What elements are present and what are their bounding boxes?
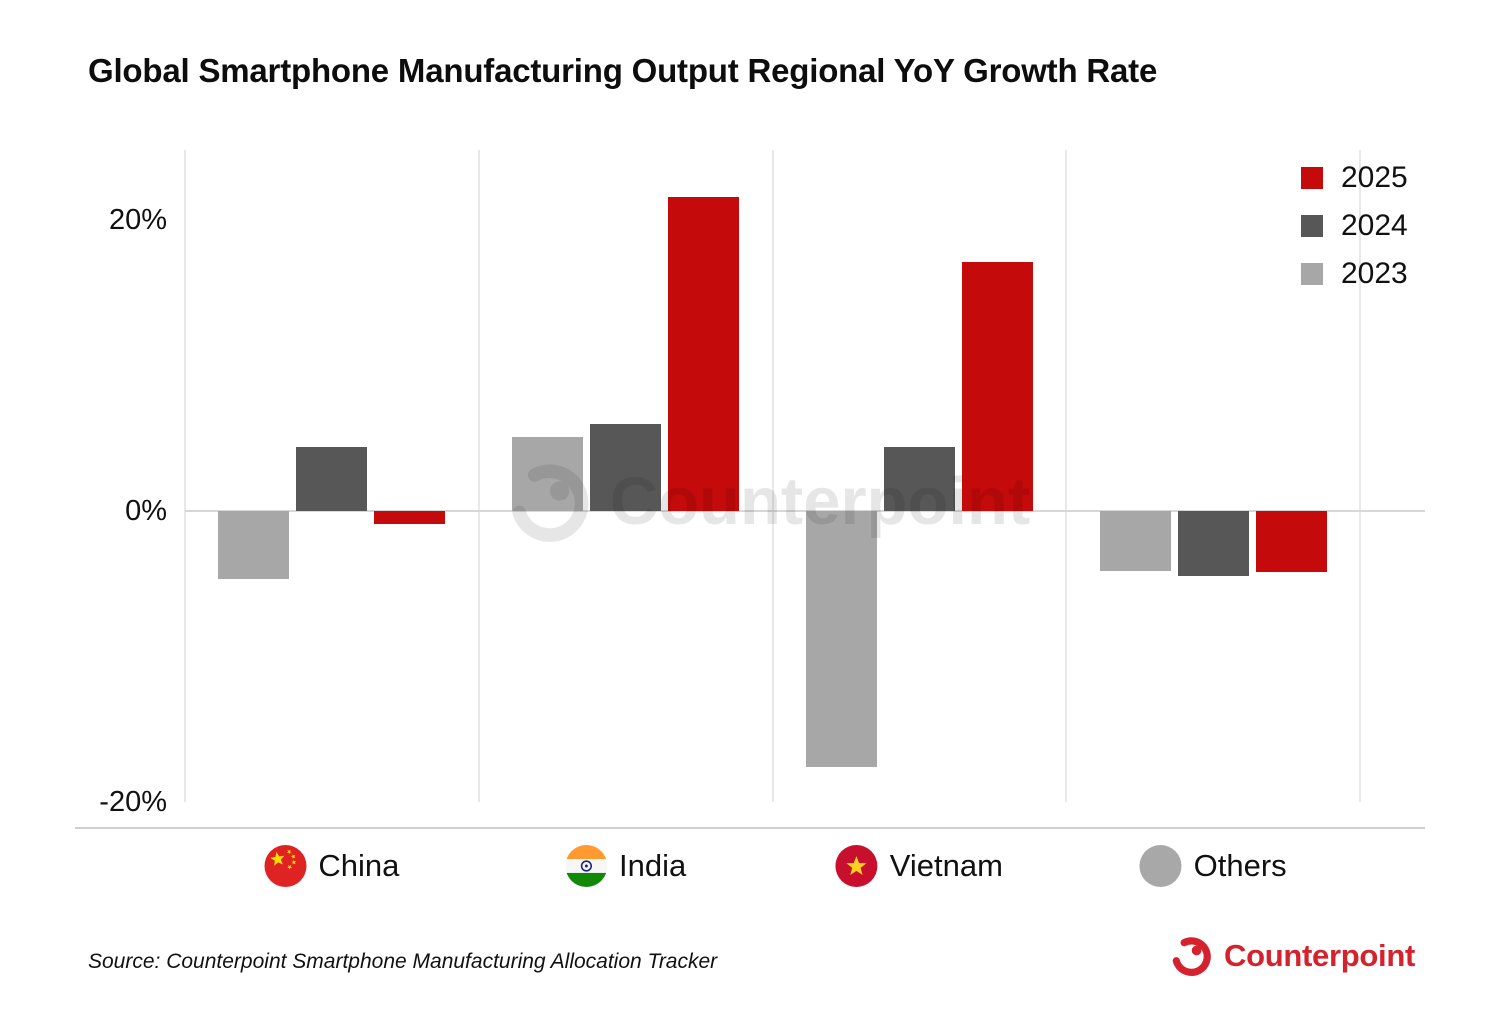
bar-india-2023 [512, 436, 584, 511]
y-axis-tick-label: -20% [99, 786, 167, 818]
bar-vietnam-2023 [805, 511, 877, 768]
zero-baseline [185, 510, 1425, 512]
legend-swatch-2023 [1301, 263, 1323, 285]
category-name: China [318, 848, 400, 883]
legend-label: 2023 [1341, 257, 1408, 290]
legend-item-2023: 2023 [1301, 259, 1408, 289]
y-axis-tick-label: 20% [108, 204, 167, 236]
category-label-vietnam: Vietnam [835, 843, 1003, 889]
category-label-others: Others [1139, 843, 1287, 889]
brand-name: Counterpoint [1224, 937, 1415, 973]
bar-others-2024 [1177, 511, 1249, 577]
bar-china-2023 [218, 511, 290, 580]
gridline-vertical [477, 150, 480, 802]
bar-india-2025 [668, 196, 740, 511]
bar-vietnam-2025 [961, 262, 1033, 511]
legend-swatch-2025 [1301, 167, 1323, 189]
gridline-vertical [1065, 150, 1068, 802]
y-axis-tick-label: 0% [125, 495, 167, 527]
legend-swatch-2024 [1301, 215, 1323, 237]
category-name: Vietnam [889, 848, 1003, 883]
legend: 2025 2024 2023 [1301, 163, 1408, 289]
gridline-vertical [184, 150, 186, 802]
source-note: Source: Counterpoint Smartphone Manufact… [88, 950, 718, 973]
china-flag-icon [264, 845, 307, 887]
bar-others-2023 [1099, 511, 1171, 571]
category-label-china: China [264, 843, 399, 889]
x-axis-line [75, 827, 1425, 829]
bar-india-2024 [590, 423, 662, 511]
gridline-vertical [771, 150, 774, 802]
chart-title: Global Smartphone Manufacturing Output R… [88, 52, 1158, 89]
legend-item-2025: 2025 [1301, 163, 1408, 193]
bar-china-2025 [374, 511, 446, 525]
legend-label: 2025 [1341, 161, 1408, 194]
others-circle-icon [1139, 845, 1182, 887]
vietnam-flag-icon [835, 845, 878, 887]
bar-others-2025 [1255, 511, 1327, 573]
brand-logo: Counterpoint [1169, 933, 1415, 978]
counterpoint-mark-icon [1172, 937, 1211, 976]
india-flag-icon [565, 845, 608, 887]
bar-china-2024 [296, 446, 368, 511]
bar-vietnam-2024 [883, 446, 955, 511]
category-label-india: India [565, 843, 686, 889]
gridline-vertical [1359, 150, 1361, 802]
category-name: Others [1193, 848, 1287, 883]
legend-label: 2024 [1341, 209, 1408, 242]
legend-item-2024: 2024 [1301, 211, 1408, 241]
category-name: India [619, 848, 687, 883]
